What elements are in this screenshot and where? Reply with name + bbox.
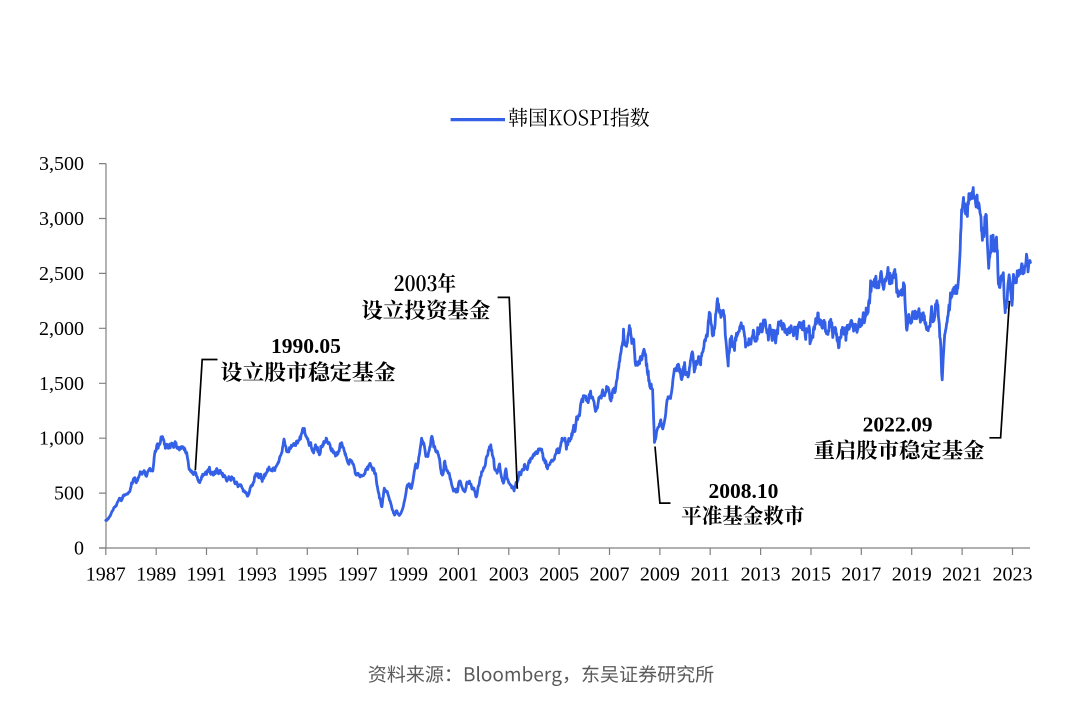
svg-text:2008.10: 2008.10 bbox=[708, 479, 778, 503]
svg-text:2003: 2003 bbox=[489, 564, 529, 586]
svg-text:3,000: 3,000 bbox=[39, 208, 84, 230]
svg-text:1987: 1987 bbox=[86, 564, 126, 586]
svg-text:2023: 2023 bbox=[993, 564, 1033, 586]
svg-text:1990.05: 1990.05 bbox=[271, 334, 341, 358]
svg-text:2022.09: 2022.09 bbox=[863, 413, 933, 437]
svg-text:2001: 2001 bbox=[438, 564, 478, 586]
svg-text:0: 0 bbox=[74, 538, 84, 560]
svg-text:2015: 2015 bbox=[791, 564, 831, 586]
svg-text:1997: 1997 bbox=[338, 564, 378, 586]
svg-text:2005: 2005 bbox=[539, 564, 579, 586]
svg-text:1989: 1989 bbox=[136, 564, 176, 586]
svg-text:500: 500 bbox=[54, 483, 84, 505]
svg-text:1993: 1993 bbox=[237, 564, 277, 586]
svg-text:1,500: 1,500 bbox=[39, 373, 84, 395]
svg-text:1995: 1995 bbox=[287, 564, 327, 586]
svg-text:2007: 2007 bbox=[590, 564, 630, 586]
svg-text:2021: 2021 bbox=[942, 564, 982, 586]
svg-text:2,500: 2,500 bbox=[39, 263, 84, 285]
svg-text:2009: 2009 bbox=[640, 564, 680, 586]
svg-text:2019: 2019 bbox=[892, 564, 932, 586]
svg-text:1999: 1999 bbox=[388, 564, 428, 586]
svg-text:2011: 2011 bbox=[691, 564, 730, 586]
svg-text:2013: 2013 bbox=[741, 564, 781, 586]
svg-text:2,000: 2,000 bbox=[39, 318, 84, 340]
svg-text:2017: 2017 bbox=[841, 564, 881, 586]
svg-text:1991: 1991 bbox=[187, 564, 227, 586]
svg-text:3,500: 3,500 bbox=[39, 153, 84, 175]
svg-text:1,000: 1,000 bbox=[39, 428, 84, 450]
